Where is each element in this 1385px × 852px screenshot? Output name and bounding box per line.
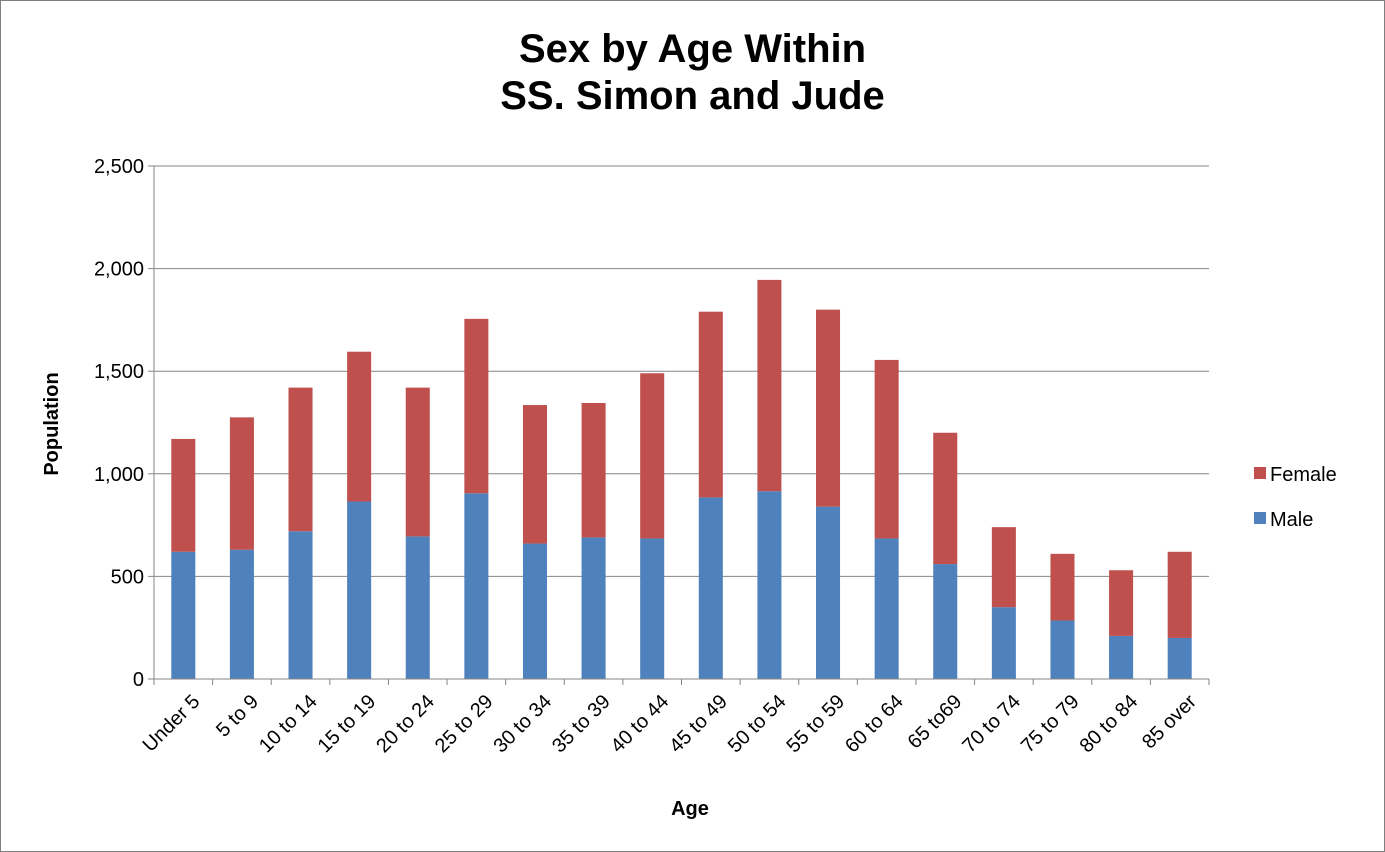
bar-female xyxy=(640,373,665,539)
x-tick-label: 60 to 64 xyxy=(841,691,908,758)
x-tick-label: 5 to 9 xyxy=(212,691,263,742)
bar-male xyxy=(581,537,606,679)
bar-male xyxy=(874,538,899,679)
x-axis-title: Age xyxy=(671,798,709,820)
y-tick-label: 2,500 xyxy=(94,156,144,178)
x-tick-label: 30 to 34 xyxy=(489,691,556,758)
y-tick-labels: 0 500 1,000 1,500 2,000 2,500 xyxy=(94,156,144,691)
x-tick-label: 85 over xyxy=(1138,690,1201,753)
x-tick-label: 65 to69 xyxy=(904,691,967,754)
x-tick-label: 10 to 14 xyxy=(255,691,322,758)
y-tick-label: 0 xyxy=(133,669,144,691)
y-tick-label: 500 xyxy=(111,566,144,588)
legend-label-female: Female xyxy=(1270,464,1337,486)
bar-male xyxy=(1050,620,1075,679)
chart-title-line-1: Sex by Age Within xyxy=(518,27,867,71)
bar-male xyxy=(347,501,372,679)
bar-female xyxy=(522,405,547,544)
bar-male xyxy=(405,536,430,679)
bar-female xyxy=(816,309,841,507)
x-tick-label: 55 to 59 xyxy=(782,691,849,758)
gridlines xyxy=(154,165,1209,577)
bar-male xyxy=(464,493,489,679)
bar-female xyxy=(933,432,958,565)
chart-title-line-2: SS. Simon and Jude xyxy=(500,74,885,118)
x-tick-label: Under 5 xyxy=(139,691,205,757)
bar-male xyxy=(171,551,196,679)
x-tick-label: 25 to 29 xyxy=(431,691,498,758)
bar-male xyxy=(991,607,1016,679)
axes xyxy=(148,165,1210,685)
x-tick-label: 50 to 54 xyxy=(724,691,791,758)
bar-female xyxy=(171,438,196,552)
bar-female xyxy=(874,359,899,539)
y-axis-title: Population xyxy=(41,372,63,475)
bars xyxy=(171,279,1192,679)
x-tick-label: 70 to 74 xyxy=(958,691,1025,758)
bar-male xyxy=(698,497,723,679)
bar-female xyxy=(464,318,489,494)
bar-male xyxy=(640,538,665,679)
bar-male xyxy=(1109,635,1134,679)
bar-female xyxy=(581,403,606,538)
y-tick-label: 2,000 xyxy=(94,259,144,281)
x-tick-label: 80 to 84 xyxy=(1076,691,1143,758)
chart-title: Sex by Age Within SS. Simon and Jude xyxy=(0,26,1385,120)
bar-male xyxy=(288,531,313,679)
x-tick-label: 15 to 19 xyxy=(314,691,381,758)
bar-female xyxy=(991,527,1016,608)
bar-female xyxy=(757,279,782,492)
legend: Female Male xyxy=(1254,464,1337,531)
bar-male xyxy=(522,543,547,679)
bar-male xyxy=(757,491,782,679)
bar-male xyxy=(1167,637,1192,679)
legend-label-male: Male xyxy=(1270,509,1313,531)
x-tick-label: 40 to 44 xyxy=(607,691,674,758)
legend-swatch-male xyxy=(1254,512,1266,524)
x-tick-label: 45 to 49 xyxy=(665,691,732,758)
bar-female xyxy=(1167,551,1192,638)
bar-female xyxy=(288,387,313,532)
bar-male xyxy=(229,549,254,679)
x-tick-label: 35 to 39 xyxy=(548,691,615,758)
bar-female xyxy=(229,417,254,550)
bar-female xyxy=(405,387,430,537)
bar-female xyxy=(1050,553,1075,621)
bar-female xyxy=(1109,570,1134,636)
legend-swatch-female xyxy=(1254,467,1266,479)
bar-female xyxy=(698,311,723,498)
bar-male xyxy=(816,506,841,679)
y-tick-label: 1,500 xyxy=(94,361,144,383)
bar-male xyxy=(933,564,958,679)
y-tick-label: 1,000 xyxy=(94,464,144,486)
bar-female xyxy=(347,351,372,502)
x-tick-label: 75 to 79 xyxy=(1017,691,1084,758)
x-tick-label: 20 to 24 xyxy=(372,691,439,758)
